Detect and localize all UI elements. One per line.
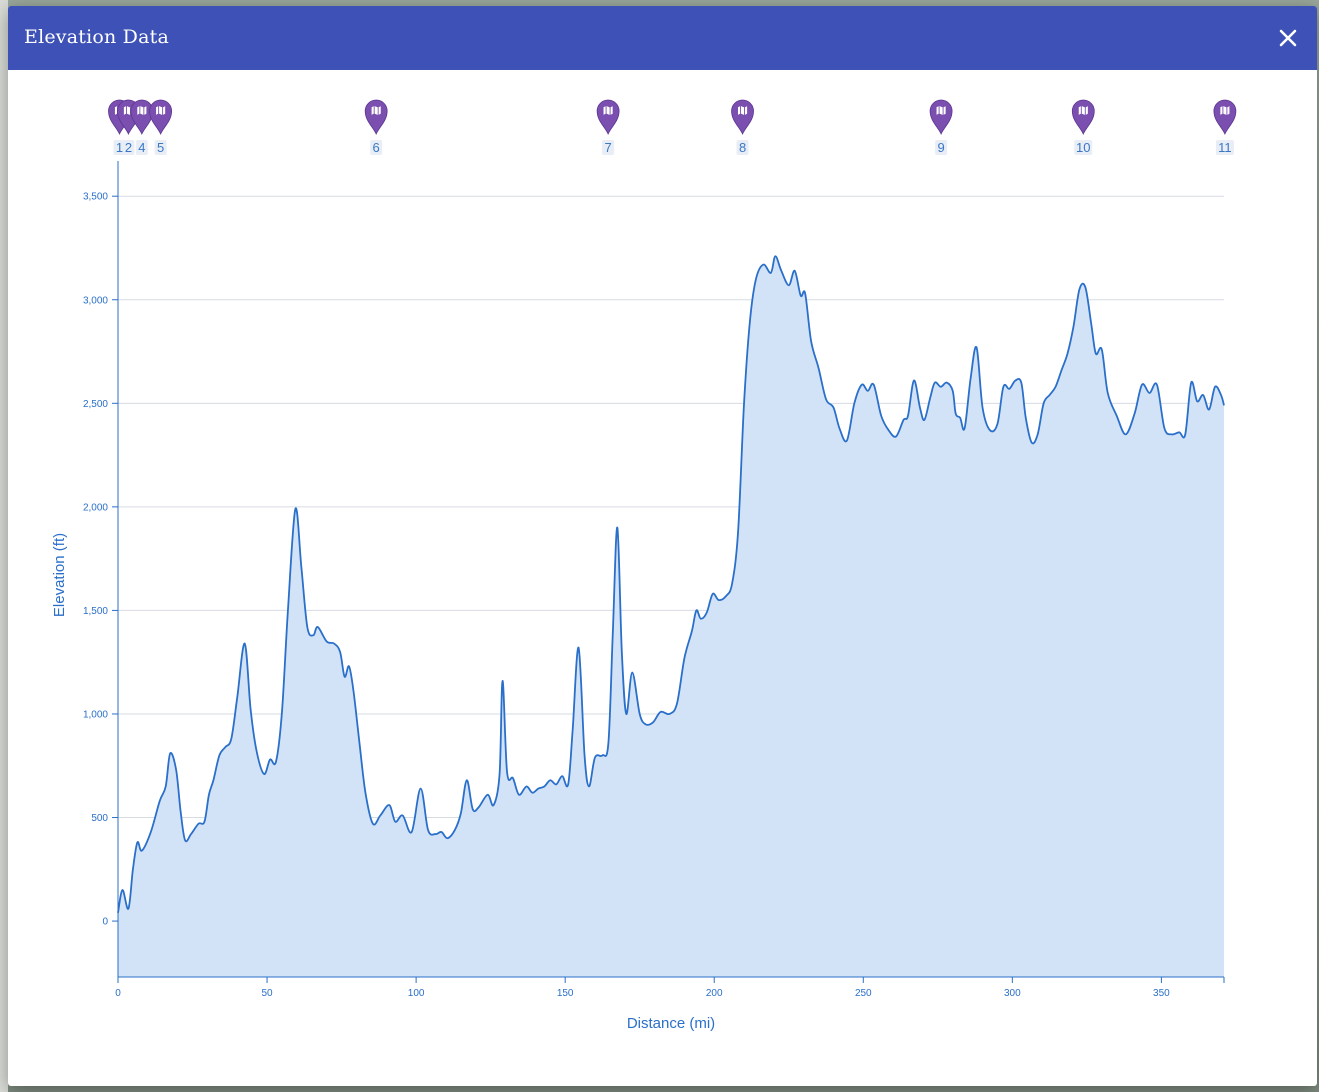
- waypoint-marker-7[interactable]: 7: [596, 99, 620, 155]
- y-tick-label: 0: [102, 917, 108, 928]
- waypoint-marker-8[interactable]: 8: [731, 99, 754, 155]
- elevation-dialog: Elevation Data 0 500 1,000 1,500 2,000 2,500 3…: [8, 6, 1317, 1086]
- x-tick-label: 150: [557, 988, 574, 999]
- folded-map-icon: [737, 104, 748, 117]
- waypoint-label-bg: [1215, 140, 1234, 155]
- x-tick-label: 100: [408, 988, 425, 999]
- waypoint-marker-11[interactable]: 11: [1213, 99, 1237, 155]
- waypoint-label: 7: [604, 140, 611, 155]
- y-tick-label: 3,000: [83, 295, 108, 306]
- waypoint-label-bg: [935, 140, 948, 155]
- x-axis-label: Distance (mi): [627, 1015, 715, 1032]
- waypoint-label: 9: [937, 140, 944, 155]
- folded-map-icon: [370, 104, 382, 117]
- folded-map-icon: [1077, 104, 1089, 117]
- y-tick-label: 500: [91, 813, 108, 824]
- y-axis-label: Elevation (ft): [51, 533, 68, 617]
- close-icon: [1279, 29, 1297, 47]
- waypoint-label-bg: [1074, 140, 1093, 155]
- waypoint-label-bg: [602, 140, 615, 155]
- waypoint-label-bg: [736, 140, 749, 155]
- waypoint-label-bg: [135, 140, 148, 155]
- waypoint-label: 5: [157, 140, 164, 155]
- x-tick-label: 50: [261, 988, 273, 999]
- elevation-area: [118, 256, 1224, 977]
- map-marker-icon: [596, 99, 620, 136]
- map-marker-icon: [130, 99, 154, 136]
- folded-map-icon: [136, 104, 148, 117]
- folded-map-icon: [602, 104, 614, 117]
- waypoint-label: 2: [125, 140, 132, 155]
- waypoint-marker-9[interactable]: 9: [929, 99, 953, 155]
- map-marker-icon: [929, 99, 953, 136]
- elevation-line: [117, 255, 1225, 913]
- waypoint-marker-4[interactable]: 4: [130, 99, 154, 155]
- map-marker-icon: [364, 99, 388, 136]
- dialog-header: Elevation Data: [8, 6, 1317, 70]
- map-marker-icon: [731, 99, 754, 136]
- y-tick-label: 3,500: [83, 192, 108, 203]
- waypoint-label-bg: [154, 140, 167, 155]
- waypoint-label: 6: [373, 140, 380, 155]
- folded-map-icon: [155, 104, 167, 117]
- waypoint-marker-6[interactable]: 6: [364, 99, 388, 155]
- y-tick-label: 1,500: [83, 606, 108, 617]
- waypoint-label-bg: [122, 140, 135, 155]
- x-tick-label: 0: [115, 988, 121, 999]
- x-tick-label: 200: [706, 988, 723, 999]
- folded-map-icon: [1219, 104, 1231, 117]
- y-tick-label: 1,000: [83, 709, 108, 720]
- folded-map-icon: [935, 104, 947, 117]
- waypoint-marker-5[interactable]: 5: [149, 99, 173, 155]
- waypoint-label: 8: [739, 140, 746, 155]
- waypoint-label: 4: [138, 140, 145, 155]
- y-tick-label: 2,000: [83, 502, 108, 513]
- map-marker-icon: [149, 99, 173, 136]
- x-tick-label: 350: [1153, 988, 1170, 999]
- y-tick-label: 2,500: [83, 399, 108, 410]
- waypoint-label: 1: [116, 140, 123, 155]
- map-marker-icon: [1071, 99, 1095, 136]
- waypoint-label: 10: [1076, 140, 1090, 155]
- close-button[interactable]: [1273, 23, 1303, 53]
- elevation-chart-svg: 0 500 1,000 1,500 2,000 2,500 3,000 3,500 0 50 100…: [51, 99, 1237, 1032]
- x-tick-label: 300: [1004, 988, 1021, 999]
- waypoint-label: 11: [1218, 140, 1232, 155]
- x-tick-label: 250: [855, 988, 872, 999]
- elevation-chart: 0 500 1,000 1,500 2,000 2,500 3,000 3,500 0 50 100…: [8, 70, 1317, 1086]
- dialog-title: Elevation Data: [24, 26, 170, 48]
- waypoint-label-bg: [370, 140, 383, 155]
- waypoint-marker-10[interactable]: 10: [1071, 99, 1095, 155]
- map-marker-icon: [1213, 99, 1237, 136]
- backdrop-sidebar-strip: [0, 0, 8, 1092]
